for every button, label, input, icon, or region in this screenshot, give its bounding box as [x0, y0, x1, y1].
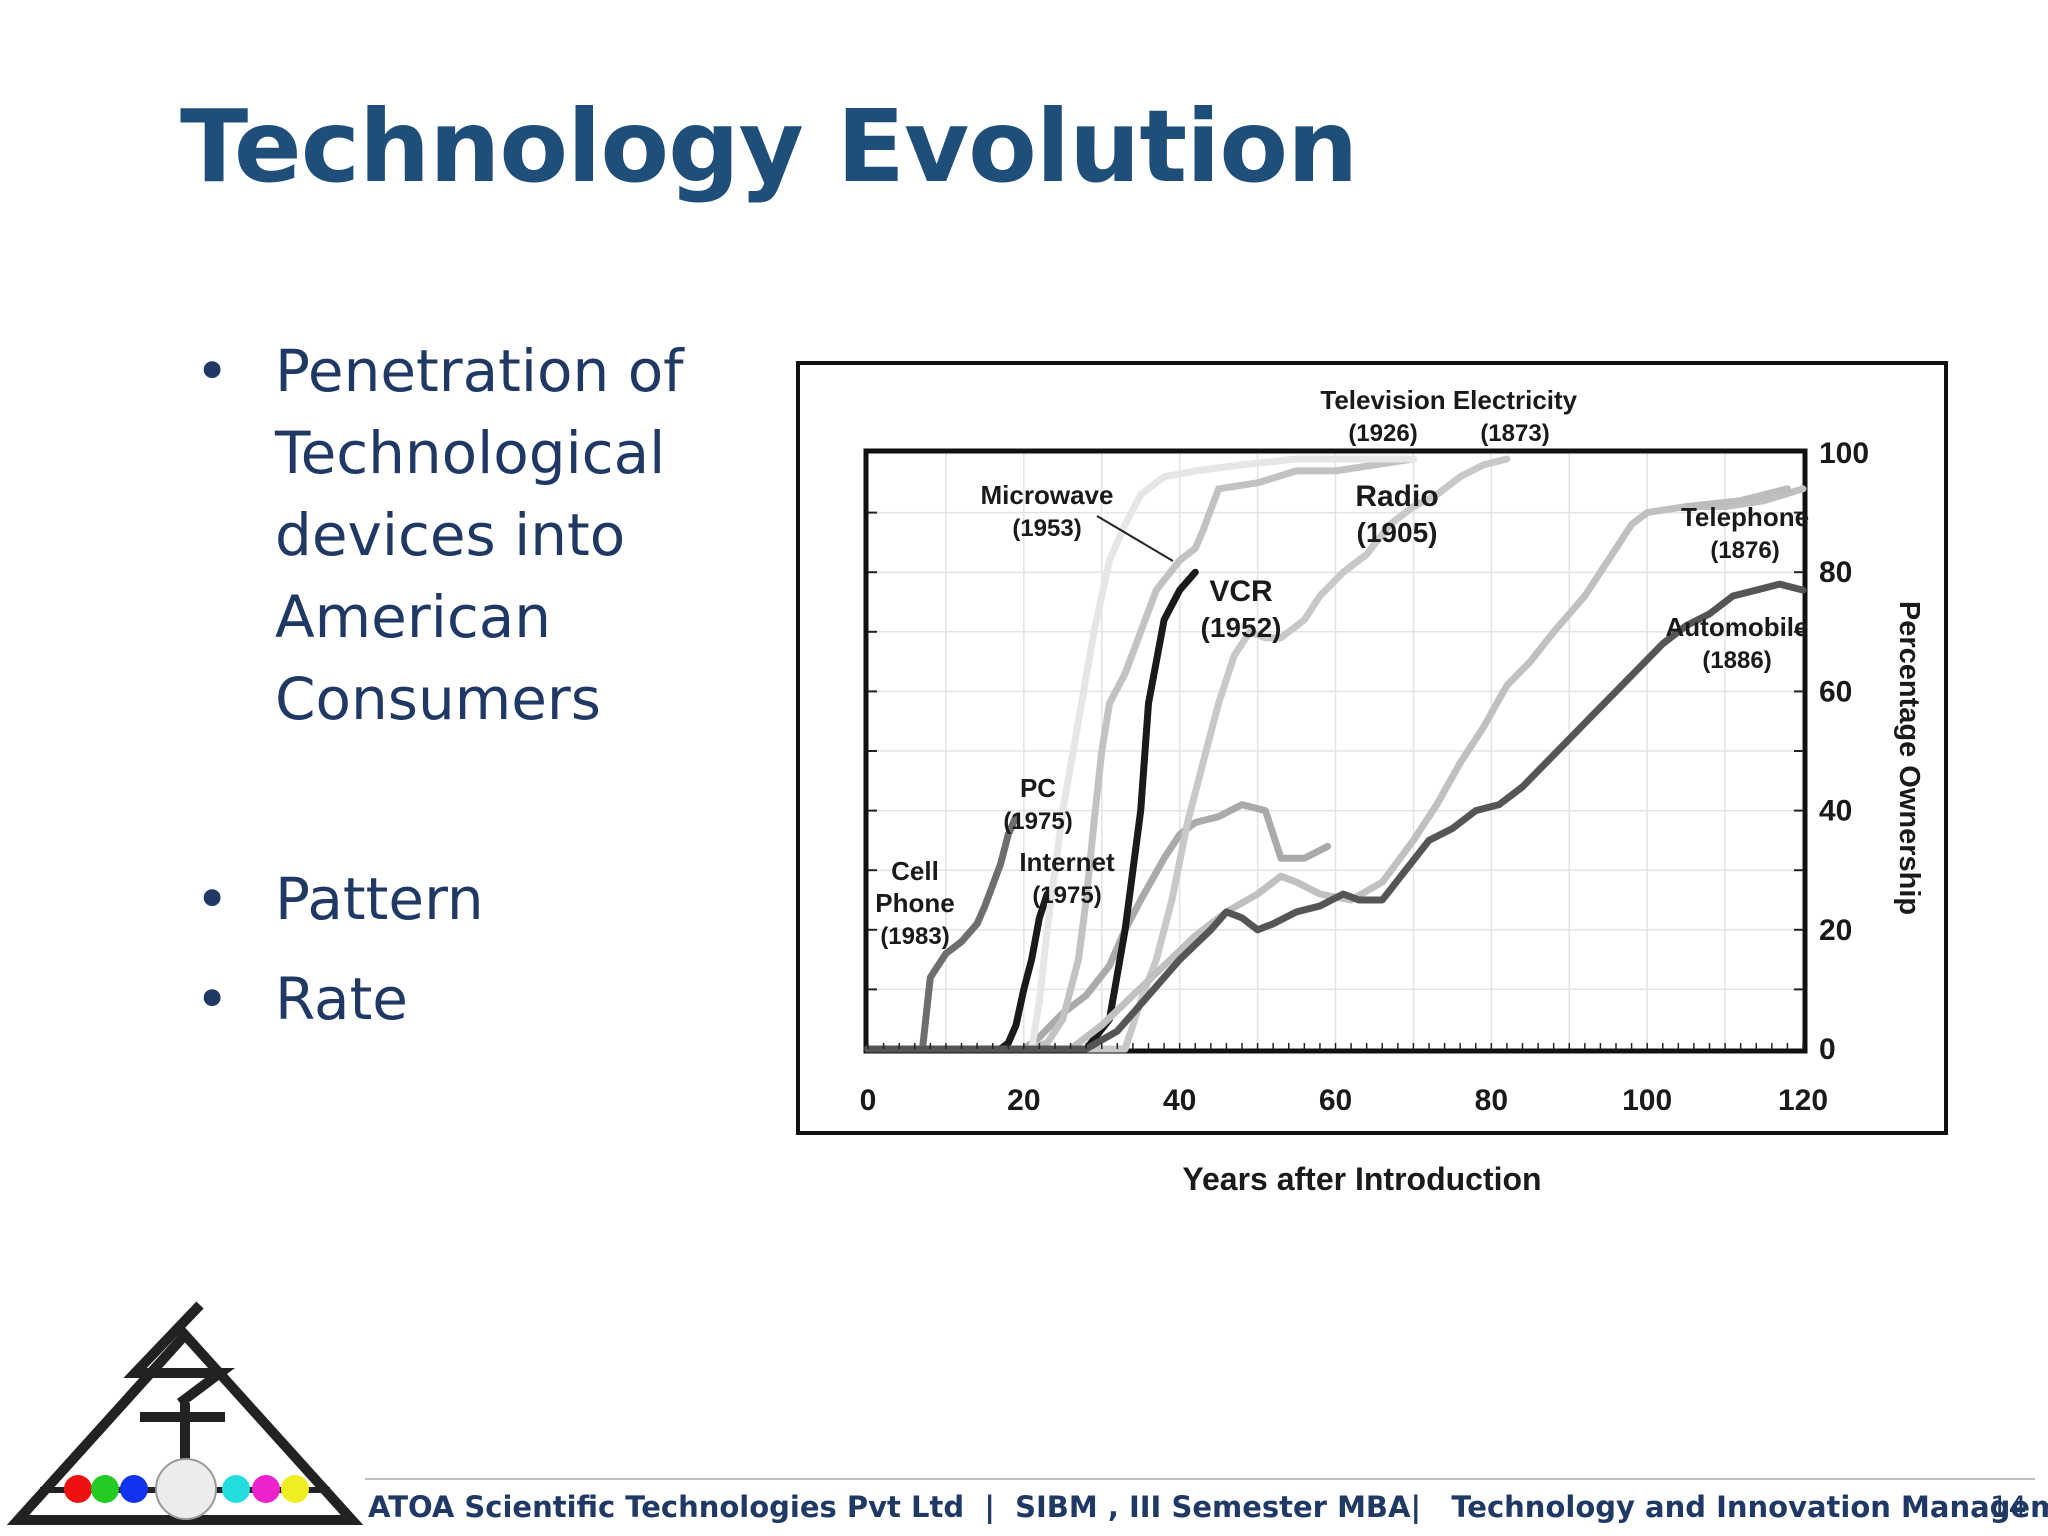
series-name: Microwave: [981, 480, 1114, 510]
slide-title: Technology Evolution: [180, 88, 1358, 205]
series-line-electricity: [864, 485, 1807, 1053]
footer-program: SIBM , III Semester MBA: [1015, 1490, 1411, 1524]
series-line-radio: [864, 455, 1511, 1053]
footer-company: ATOA Scientific Technologies Pvt Ltd: [368, 1490, 965, 1524]
y-tick-label: 60: [1819, 675, 1852, 708]
series-year: (1905): [1357, 517, 1438, 548]
company-logo: [6, 1301, 364, 1525]
series-year: (1886): [1702, 647, 1771, 674]
series-line-cell-phone: [864, 813, 1020, 1053]
x-axis-title: Years after Introduction: [1182, 1161, 1541, 1197]
series-year: (1983): [880, 923, 949, 950]
y-tick-label: 100: [1819, 437, 1869, 470]
label-television: Television (1926): [1320, 385, 1445, 447]
series-year: (1975): [1003, 808, 1072, 835]
y-axis-title: Percentage Ownership: [1893, 601, 1925, 915]
series-year: (1952): [1201, 612, 1282, 643]
bullet-list: • Penetration of Technological devices i…: [195, 330, 715, 1040]
series-line-automobile: [864, 580, 1807, 1053]
bullet-item: • Pattern: [195, 858, 715, 940]
series-name: Television: [1320, 385, 1445, 415]
label-microwave: Microwave (1953): [981, 480, 1114, 542]
y-tick-label: 40: [1819, 795, 1852, 828]
page-number: 14: [1990, 1490, 2027, 1524]
microwave-leader-line: [1096, 515, 1174, 562]
series-line-pc: [864, 801, 1332, 1053]
y-tick-label: 20: [1819, 914, 1852, 947]
chart-ticks: 0 20 40 60 80 100 120 0 20 40 60 80 100: [860, 437, 1869, 1117]
series-year: (1953): [1012, 515, 1081, 542]
series-name: Telephone: [1681, 502, 1809, 532]
plot-area-border: [863, 448, 1808, 1054]
series-year: (1873): [1480, 420, 1549, 447]
bullet-symbol: •: [195, 337, 230, 405]
footer-divider: [365, 1478, 2035, 1480]
x-tick-label: 120: [1778, 1084, 1828, 1117]
series-year: (1876): [1710, 537, 1779, 564]
label-electricity: Electricity (1873): [1453, 385, 1578, 447]
footer-course: Technology and Innovation Management: [1451, 1490, 2048, 1524]
footer-separator: |: [984, 1490, 995, 1524]
chart-frame: [796, 361, 1948, 1135]
bullet-text: Penetration of Technological devices int…: [275, 337, 684, 733]
series-year: (1926): [1348, 420, 1417, 447]
series-name: Electricity: [1453, 385, 1578, 415]
series-name: VCR: [1209, 575, 1273, 608]
x-tick-label: 0: [860, 1084, 877, 1117]
y-tick-label: 80: [1819, 556, 1852, 589]
footer-text: ATOA Scientific Technologies Pvt Ltd | S…: [368, 1490, 2048, 1524]
x-tick-label: 20: [1007, 1084, 1040, 1117]
label-telephone: Telephone (1876): [1681, 502, 1809, 564]
series-name: Internet: [1019, 847, 1115, 877]
series-name: PC: [1020, 773, 1056, 803]
y-tick-label: 0: [1819, 1033, 1836, 1066]
series-name: Automobile: [1666, 612, 1809, 642]
bullet-symbol: •: [195, 865, 230, 933]
x-tick-label: 60: [1319, 1084, 1352, 1117]
label-radio: Radio (1905): [1355, 480, 1438, 548]
x-tick-label: 80: [1475, 1084, 1508, 1117]
label-vcr: VCR (1952): [1201, 575, 1282, 643]
label-automobile: Automobile (1886): [1666, 612, 1809, 674]
bullet-text: Rate: [275, 965, 408, 1033]
series-line-microwave: [864, 455, 1417, 1053]
series-year: (1975): [1032, 882, 1101, 909]
series-name: Phone: [875, 888, 954, 918]
x-tick-label: 40: [1163, 1084, 1196, 1117]
series-line-television: [864, 455, 1417, 1053]
series-line-telephone: [1682, 485, 1791, 511]
label-internet: Internet (1975): [1019, 847, 1115, 909]
bullet-item: • Penetration of Technological devices i…: [195, 330, 715, 740]
bullet-item: • Rate: [195, 958, 715, 1040]
label-pc: PC (1975): [1003, 773, 1072, 835]
chart-series: [864, 455, 1807, 1053]
x-tick-label: 100: [1622, 1084, 1672, 1117]
series-name: Radio: [1355, 480, 1438, 513]
bullet-symbol: •: [195, 965, 230, 1033]
series-name: Cell: [891, 856, 939, 886]
bullet-text: Pattern: [275, 865, 484, 933]
footer-separator: |: [1410, 1490, 1422, 1524]
